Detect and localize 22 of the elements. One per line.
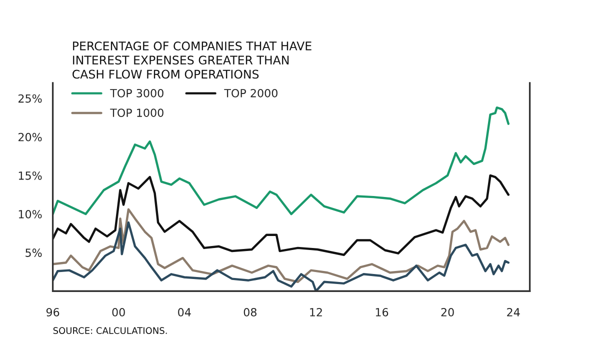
legend-label: TOP 3000 <box>110 88 164 98</box>
line-series <box>52 174 510 256</box>
y-tick-label: 25% <box>18 94 42 103</box>
y-tick-label: 20% <box>18 132 42 142</box>
line-series <box>52 221 510 292</box>
x-tick-label: 04 <box>178 308 191 316</box>
x-tick-label: 96 <box>46 308 60 316</box>
y-tick-label: 15% <box>18 171 42 180</box>
x-tick-label: 12 <box>310 308 322 316</box>
line-series <box>52 106 510 216</box>
y-tick-label: 10% <box>18 210 42 218</box>
x-tick-label: 08 <box>244 308 256 316</box>
x-tick-label: 20 <box>441 308 454 316</box>
legend-label: TOP 1000 <box>110 108 164 118</box>
x-tick-label: 16 <box>376 308 388 316</box>
chart-title: PERCENTAGE OF COMPANIES THAT HAVE INTEREST EXPENSES GREATER THAN CASH FLOW FROM OPERATIONS <box>72 42 312 79</box>
source-note: SOURCE: CALCULATIONS. <box>53 327 167 334</box>
legend-label: TOP 2000 <box>224 88 278 98</box>
y-tick-label: 5% <box>26 248 42 257</box>
x-tick-label: 24 <box>507 308 520 316</box>
x-tick-label: 00 <box>112 308 125 316</box>
line-series <box>52 208 510 283</box>
